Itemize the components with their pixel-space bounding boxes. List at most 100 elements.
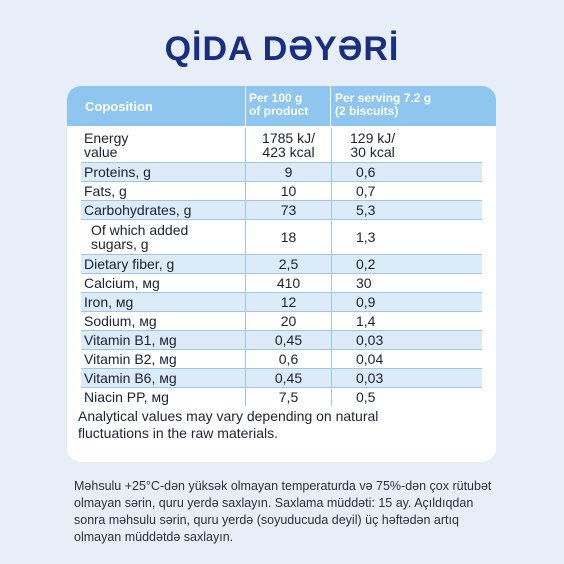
header-serving-line2: (2 biscuits) [335, 104, 399, 118]
row-name: Energy value [81, 128, 245, 162]
row-name-text: Fats, g [84, 183, 127, 199]
row-per100: 0,45 [246, 331, 331, 349]
analytical-note: Analytical values may vary depending on … [78, 408, 379, 441]
row-serving: 129 kJ/30 kcal [332, 128, 482, 162]
row-serving-value: 0,9 [356, 294, 376, 310]
row-per100: 9 [246, 163, 331, 181]
row-name-text: Energy [84, 130, 129, 146]
row-serving-value: 0,03 [356, 332, 384, 348]
table-row: Calcium, мg 410 30 [81, 274, 482, 293]
table-row: Iron, мg 12 0,9 [81, 293, 482, 312]
row-per100-value: 0,45 [274, 332, 303, 348]
row-per100-value: 73 [280, 202, 297, 218]
row-serving-value: 5,3 [356, 202, 376, 218]
row-per100-value: 0,6 [278, 351, 299, 367]
row-name: Vitamin B1, мg [81, 331, 245, 349]
row-name-text: Iron, мg [84, 294, 134, 310]
column-divider [245, 128, 246, 406]
header-divider [245, 86, 246, 126]
row-per100: 20 [246, 312, 331, 330]
header-per100: Per 100 g of product [249, 92, 308, 118]
row-name: Iron, мg [81, 293, 245, 311]
row-per100: 0,45 [246, 369, 331, 387]
storage-instructions: Məhsulu +25°C-dən yüksək olmayan tempera… [74, 479, 492, 544]
row-name: Niacin PP, мg [81, 388, 245, 406]
table-header: Coposition Per 100 g of product Per serv… [67, 86, 496, 126]
row-serving: 0,03 [332, 369, 482, 387]
row-name: Vitamin B6, мg [81, 369, 245, 387]
row-serving: 1,4 [332, 312, 482, 330]
row-per100-value: 9 [284, 164, 293, 180]
row-per100-value: 20 [280, 313, 297, 329]
row-per100: 12 [246, 293, 331, 311]
table-row: Carbohydrates, g 73 5,3 [81, 201, 482, 220]
row-per100-value-line2: 423 kcal [262, 144, 315, 160]
row-name-text: Dietary fiber, g [84, 256, 175, 272]
row-per100: 73 [246, 201, 331, 219]
row-serving-value: 0,03 [356, 370, 384, 386]
row-name-text: Calcium, мg [84, 275, 160, 291]
header-composition: Coposition [85, 99, 153, 114]
row-name-text-line2: value [84, 144, 118, 160]
table-row: Fats, g 10 0,7 [81, 182, 482, 201]
row-serving: 0,04 [332, 350, 482, 368]
header-serving-line1: Per serving 7.2 g [335, 91, 432, 105]
row-per100: 7,5 [246, 388, 331, 406]
row-name: Proteins, g [81, 163, 245, 181]
row-per100-value: 1785 kJ/ [262, 130, 315, 146]
column-divider [331, 128, 332, 406]
table-row: Vitamin B2, мg 0,6 0,04 [81, 350, 482, 369]
row-name-text: Vitamin B6, мg [84, 370, 177, 386]
row-per100: 1785 kJ/423 kcal [246, 128, 331, 162]
row-serving: 0,5 [332, 388, 482, 406]
table-row: Proteins, g 9 0,6 [81, 163, 482, 182]
row-serving-value: 0,7 [356, 183, 376, 199]
row-serving-value: 0,2 [356, 256, 376, 272]
row-serving: 0,2 [332, 255, 482, 273]
row-per100: 0,6 [246, 350, 331, 368]
nutrition-table: Energy value 1785 kJ/423 kcal 129 kJ/30 kca… [81, 128, 482, 406]
row-serving-value: 129 kJ/ [350, 130, 396, 146]
row-serving-value-line2: 30 kcal [350, 144, 395, 160]
header-serving: Per serving 7.2 g (2 biscuits) [335, 92, 431, 118]
row-serving-value: 1,4 [356, 313, 376, 329]
row-name: Of which added sugars, g [81, 220, 245, 254]
row-name: Fats, g [81, 182, 245, 200]
row-serving-value: 0,5 [356, 389, 376, 405]
row-name-text-line2: sugars, g [91, 236, 149, 252]
row-per100: 2,5 [246, 255, 331, 273]
table-row: Vitamin B6, мg 0,45 0,03 [81, 369, 482, 388]
row-serving: 0,03 [332, 331, 482, 349]
row-name-text: Vitamin B1, мg [84, 332, 177, 348]
table-row: Niacin PP, мg 7,5 0,5 [81, 388, 482, 406]
header-per100-line2: of product [249, 104, 309, 118]
row-name: Dietary fiber, g [81, 255, 245, 273]
row-per100: 410 [246, 274, 331, 292]
row-per100-value: 12 [280, 294, 297, 310]
row-name-text: Proteins, g [84, 164, 151, 180]
row-name-text: Niacin PP, мg [84, 389, 169, 405]
nutrition-card: Coposition Per 100 g of product Per serv… [67, 86, 496, 462]
table-row: Of which added sugars, g 18 1,3 [81, 220, 482, 255]
table-row: Sodium, мg 20 1,4 [81, 312, 482, 331]
row-name: Carbohydrates, g [81, 201, 245, 219]
row-per100-value: 2,5 [278, 256, 299, 272]
header-divider [330, 86, 331, 126]
table-row: Dietary fiber, g 2,5 0,2 [81, 255, 482, 274]
row-name-text: Sodium, мg [84, 313, 157, 329]
row-serving: 1,3 [332, 220, 482, 254]
row-serving: 5,3 [332, 201, 482, 219]
row-name-text: Of which added [91, 222, 189, 238]
row-name: Vitamin B2, мg [81, 350, 245, 368]
row-per100: 10 [246, 182, 331, 200]
row-serving: 30 [332, 274, 482, 292]
page-title: QİDA DƏYƏRİ [164, 30, 400, 68]
row-serving: 0,6 [332, 163, 482, 181]
table-row: Vitamin B1, мg 0,45 0,03 [81, 331, 482, 350]
row-serving-value: 0,04 [356, 351, 384, 367]
row-name-text: Vitamin B2, мg [84, 351, 177, 367]
row-serving: 0,7 [332, 182, 482, 200]
row-per100: 18 [246, 220, 331, 254]
table-row: Energy value 1785 kJ/423 kcal 129 kJ/30 kca… [81, 128, 482, 163]
row-serving-value: 1,3 [356, 229, 376, 245]
